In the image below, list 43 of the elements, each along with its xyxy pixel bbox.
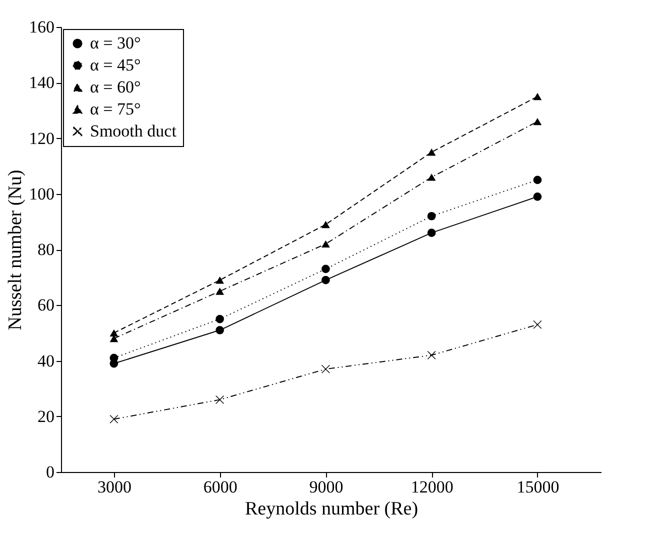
y-tick-label: 120 [29,128,54,148]
point [322,364,330,374]
point [533,320,542,329]
x-tick-label: 6000 [203,478,238,496]
point [533,192,542,201]
point [216,314,224,324]
point [110,414,118,424]
legend-label: α = 75° [90,100,141,118]
point [427,148,436,156]
y-tick-label: 80 [38,240,54,259]
legend-label: α = 60° [90,78,141,96]
y-tick-label: 60 [38,296,54,315]
point [427,212,436,220]
point [216,276,224,284]
y-tick-label: 40 [38,351,54,370]
x-tick-label: 12000 [410,478,454,496]
legend-label: α = 30° [90,34,141,52]
y-axis-title: Nusselt number (Nu) [5,170,26,330]
point [216,288,224,295]
point [216,326,224,334]
y-tick-label: 0 [46,462,54,482]
x-tick-label: 3000 [97,478,132,496]
point [533,92,542,100]
point [216,396,224,404]
point [322,264,330,274]
x-tick-label: 9000 [309,478,344,496]
point [427,174,436,181]
legend-label: Smooth duct [90,122,177,140]
legend-label: α = 45° [90,56,141,74]
point [322,276,330,284]
x-tick-label: 15000 [516,478,560,496]
y-tick-label: 160 [29,18,54,36]
point [110,329,118,337]
point [427,351,436,360]
x-axis-title: Reynolds number (Re) [244,498,418,520]
point [322,220,330,228]
y-tick-label: 20 [38,406,54,426]
point [427,228,436,237]
y-tick-label: 100 [29,184,54,204]
y-tick-label: 140 [29,73,54,92]
point [322,240,330,248]
point [533,118,542,126]
point [533,176,542,184]
